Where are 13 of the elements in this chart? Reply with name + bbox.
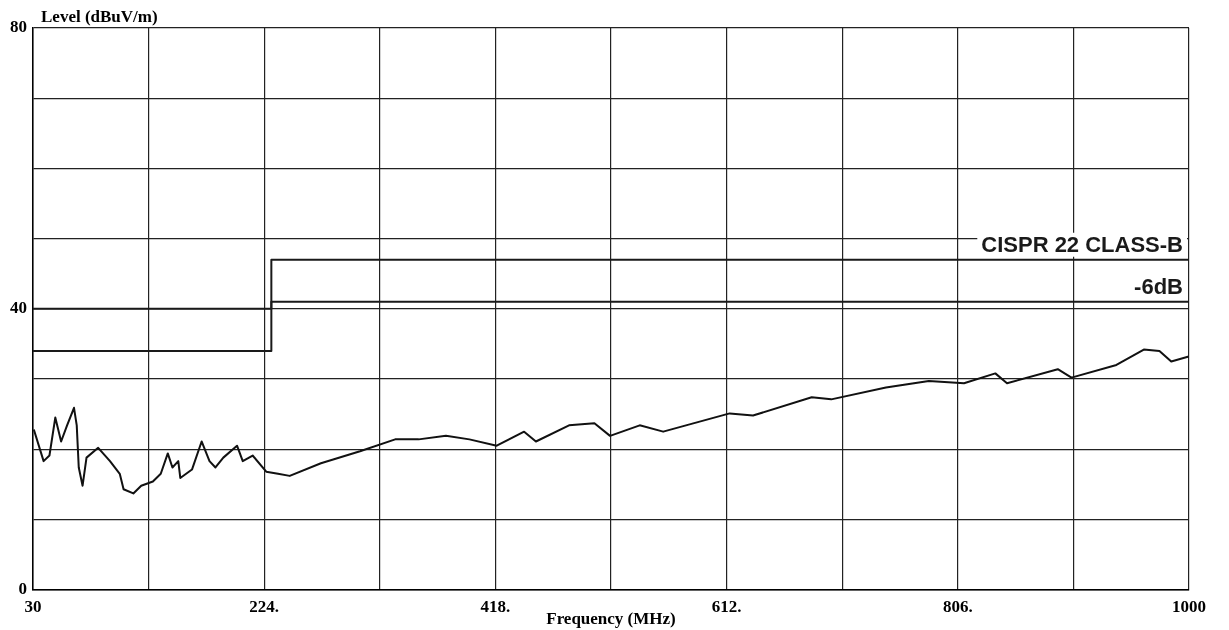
y-tick-label: 0	[18, 578, 27, 598]
series-label: CISPR 22 CLASS-B	[981, 231, 1183, 257]
y-tick-label: 80	[10, 17, 27, 37]
x-tick-label: 30	[24, 597, 42, 617]
x-tick-label: 1000	[1172, 597, 1206, 617]
y-axis-title: Level (dBuV/m)	[41, 7, 158, 26]
x-tick-label: 806.	[942, 597, 973, 617]
x-tick-label: 224.	[249, 597, 280, 617]
x-tick-label: 612.	[711, 597, 742, 617]
y-tick-label: 40	[10, 298, 27, 318]
series-label: -6dB	[1134, 273, 1183, 299]
x-tick-label: 418.	[480, 597, 511, 617]
x-axis-title: Frequency (MHz)	[546, 609, 676, 628]
